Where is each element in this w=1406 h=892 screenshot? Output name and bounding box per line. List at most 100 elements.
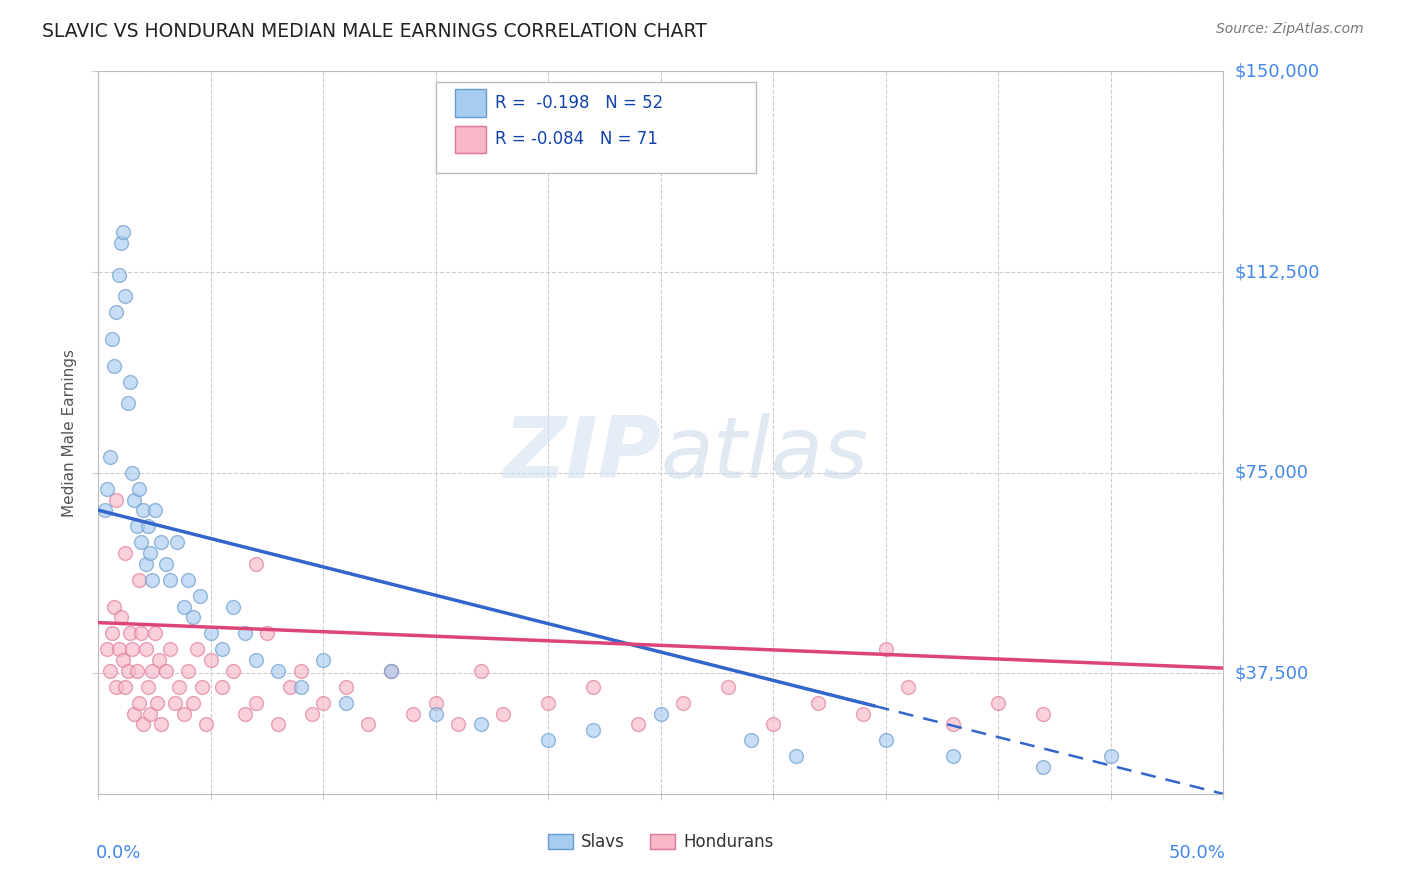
Point	[211, 642, 233, 657]
Point	[114, 546, 136, 560]
Point	[166, 535, 188, 549]
Point	[173, 599, 195, 614]
Text: R =  -0.198   N = 52: R = -0.198 N = 52	[495, 95, 664, 112]
Point	[155, 664, 177, 678]
Point	[103, 359, 125, 373]
Point	[582, 723, 605, 737]
Point	[335, 680, 357, 694]
Point	[181, 696, 204, 710]
Point	[987, 696, 1010, 710]
Point	[117, 396, 139, 410]
Point	[875, 642, 897, 657]
Point	[128, 573, 150, 587]
Point	[1032, 706, 1054, 721]
Point	[105, 305, 128, 319]
Text: R = -0.084   N = 71: R = -0.084 N = 71	[495, 130, 658, 148]
Point	[245, 557, 267, 571]
Point	[112, 653, 135, 667]
Point	[94, 503, 117, 517]
Point	[256, 626, 278, 640]
Point	[136, 519, 159, 533]
Point	[107, 268, 129, 282]
Point	[278, 680, 301, 694]
Point	[128, 696, 150, 710]
Point	[125, 519, 148, 533]
Point	[380, 664, 402, 678]
Point	[402, 706, 425, 721]
Point	[112, 225, 135, 239]
Point	[222, 599, 245, 614]
Point	[148, 653, 170, 667]
Point	[740, 733, 762, 747]
Text: $112,500: $112,500	[1234, 263, 1320, 281]
Point	[447, 717, 470, 731]
Point	[188, 589, 211, 603]
Point	[107, 642, 129, 657]
Point	[135, 557, 157, 571]
Point	[762, 717, 785, 731]
Point	[96, 482, 118, 496]
Point	[96, 642, 118, 657]
Point	[125, 664, 148, 678]
Point	[582, 680, 605, 694]
Point	[101, 626, 124, 640]
Point	[177, 664, 200, 678]
Point	[942, 717, 965, 731]
Point	[173, 706, 195, 721]
Point	[181, 610, 204, 624]
Point	[150, 535, 173, 549]
Point	[290, 664, 312, 678]
Text: atlas: atlas	[661, 413, 869, 496]
Point	[129, 535, 152, 549]
Point	[211, 680, 233, 694]
Point	[301, 706, 323, 721]
Point	[110, 235, 132, 250]
Point	[312, 696, 335, 710]
Text: $75,000: $75,000	[1234, 464, 1309, 482]
Legend: Slavs, Hondurans: Slavs, Hondurans	[541, 827, 780, 858]
Text: 50.0%: 50.0%	[1168, 845, 1226, 863]
Point	[200, 653, 222, 667]
Point	[129, 626, 152, 640]
Point	[121, 466, 143, 480]
Text: 0.0%: 0.0%	[96, 845, 142, 863]
Point	[245, 696, 267, 710]
Point	[118, 375, 141, 389]
Point	[139, 706, 162, 721]
Text: $150,000: $150,000	[1234, 62, 1319, 80]
Point	[233, 626, 256, 640]
Point	[114, 289, 136, 303]
Text: $37,500: $37,500	[1234, 665, 1309, 682]
Point	[1032, 760, 1054, 774]
Point	[103, 599, 125, 614]
Point	[875, 733, 897, 747]
Point	[135, 642, 157, 657]
Point	[159, 573, 181, 587]
Text: SLAVIC VS HONDURAN MEDIAN MALE EARNINGS CORRELATION CHART: SLAVIC VS HONDURAN MEDIAN MALE EARNINGS …	[42, 22, 707, 41]
Point	[245, 653, 267, 667]
Point	[195, 717, 218, 731]
Point	[150, 717, 173, 731]
Point	[110, 610, 132, 624]
Bar	[456, 89, 486, 117]
Point	[470, 717, 492, 731]
Point	[114, 680, 136, 694]
Point	[124, 492, 146, 507]
Point	[141, 573, 163, 587]
Point	[717, 680, 740, 694]
Point	[267, 664, 290, 678]
Point	[785, 749, 807, 764]
Point	[118, 626, 141, 640]
Point	[98, 450, 121, 464]
Point	[335, 696, 357, 710]
Point	[155, 557, 177, 571]
Point	[132, 503, 155, 517]
Bar	[456, 126, 486, 153]
Point	[672, 696, 695, 710]
Point	[852, 706, 875, 721]
Point	[105, 492, 128, 507]
Point	[117, 664, 139, 678]
Point	[141, 664, 163, 678]
Y-axis label: Median Male Earnings: Median Male Earnings	[62, 349, 77, 516]
Point	[267, 717, 290, 731]
